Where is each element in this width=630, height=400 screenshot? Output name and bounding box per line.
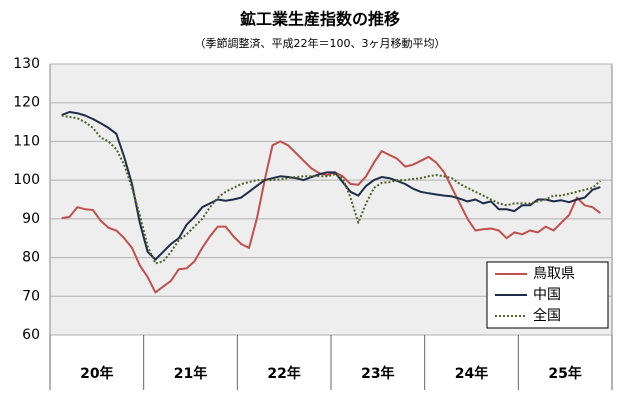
series-line [61,140,601,294]
series-line [61,111,601,261]
y-tick-label: 90 [22,211,40,227]
y-tick-label: 120 [13,95,40,111]
x-tick-label: 23年 [361,365,394,382]
y-tick-label: 130 [13,56,40,72]
x-tick-label: 22年 [267,365,300,382]
legend-label: 中国 [533,287,561,303]
x-tick-label: 24年 [455,365,488,382]
chart-title: 鉱工業生産指数の推移 [240,10,400,29]
legend-label: 全国 [533,307,561,324]
y-tick-label: 110 [13,133,40,149]
y-tick-label: 60 [22,327,40,343]
chart-subtitle: （季節調整済、平成22年＝100、3ヶ月移動平均） [195,36,446,50]
series-line [61,114,601,265]
y-tick-label: 100 [13,172,40,188]
y-tick-label: 80 [22,250,40,266]
x-tick-label: 21年 [174,365,207,382]
legend-label: 鳥取県 [533,266,575,282]
x-tick-label: 25年 [548,365,581,382]
y-tick-label: 70 [22,288,40,304]
x-tick-label: 20年 [80,365,113,382]
